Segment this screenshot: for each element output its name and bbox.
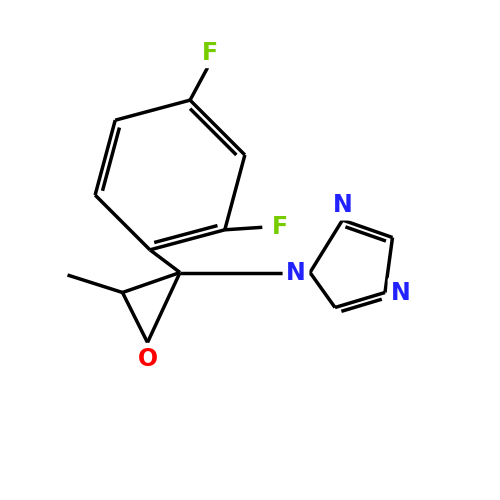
Text: F: F: [202, 40, 218, 64]
Text: N: N: [332, 193, 352, 217]
Text: F: F: [272, 216, 288, 240]
Text: N: N: [391, 280, 411, 304]
Text: O: O: [138, 346, 158, 370]
Text: N: N: [286, 260, 306, 284]
